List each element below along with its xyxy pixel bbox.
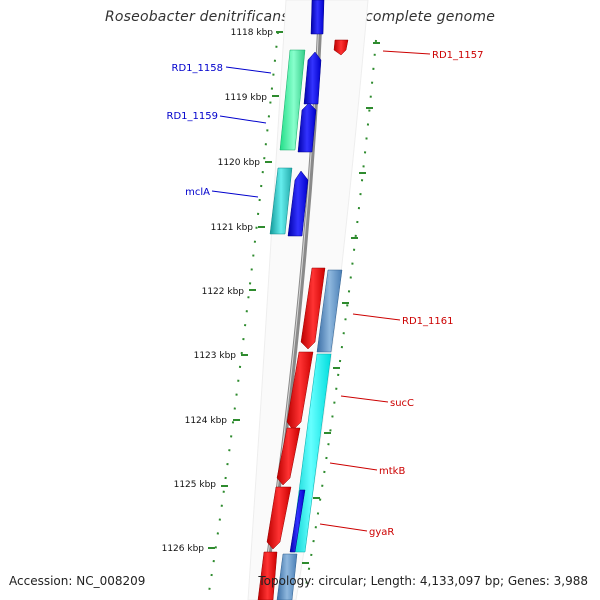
gene-label-gyar[interactable]: gyaR: [369, 527, 394, 538]
gene-label-rd1-1157[interactable]: RD1_1157: [432, 50, 483, 61]
ruler-label-1125: 1125 kbp: [174, 480, 217, 490]
gene-arrow-top-forward[interactable]: [310, 0, 325, 35]
ruler-track-inner: [208, 31, 279, 593]
ruler-label-1118: 1118 kbp: [231, 28, 274, 38]
gene-feature-rd1-1161[interactable]: [316, 269, 343, 353]
reverse-leader-lines: [319, 50, 431, 532]
gene-feature-mcla[interactable]: [269, 167, 293, 235]
gene-arrow-bottom-red[interactable]: [257, 551, 278, 600]
gene-feature-gyar[interactable]: [289, 489, 306, 553]
gene-label-rd1-1158[interactable]: RD1_1158: [172, 63, 223, 74]
gene-feature-bottom-steel[interactable]: [276, 553, 298, 600]
gene-arrow-mtkb[interactable]: [276, 427, 301, 486]
ruler-outer-ticks: [302, 42, 380, 564]
ruler-track-outer: [304, 39, 377, 593]
gene-arrow-succ[interactable]: [286, 351, 314, 431]
gene-label-rd1-1159[interactable]: RD1_1159: [167, 111, 218, 122]
ruler-label-1121: 1121 kbp: [211, 223, 254, 233]
ruler-label-1124: 1124 kbp: [185, 416, 228, 426]
gene-label-rd1-1161[interactable]: RD1_1161: [402, 316, 453, 327]
gene-label-mtkb[interactable]: mtkB: [379, 466, 405, 477]
ruler-label-1123: 1123 kbp: [194, 351, 237, 361]
gene-label-succ[interactable]: sucC: [390, 398, 414, 409]
accession-text: Accession: NC_008209: [9, 574, 146, 588]
gene-arrow-rd1-1158[interactable]: [303, 51, 322, 105]
gene-arrow-rd1-1161[interactable]: [300, 267, 326, 350]
gene-feature-rd1-1158[interactable]: [279, 49, 306, 151]
gene-arrow-gyar[interactable]: [266, 486, 292, 550]
gene-arrow-rd1-1159[interactable]: [297, 102, 317, 153]
ruler-label-1126: 1126 kbp: [162, 544, 205, 554]
ruler-major-ticks: [208, 31, 283, 549]
ruler-label-1122: 1122 kbp: [202, 287, 245, 297]
genome-stats-text: Topology: circular; Length: 4,133,097 bp…: [258, 574, 588, 588]
ruler-label-1120: 1120 kbp: [218, 158, 261, 168]
ruler-label-1119: 1119 kbp: [225, 93, 268, 103]
gene-label-mcla[interactable]: mclA: [185, 187, 210, 198]
gene-arrow-mcla[interactable]: [287, 170, 309, 237]
gene-arrow-rd1-1157[interactable]: [333, 39, 349, 56]
forward-leader-lines: [211, 66, 272, 198]
